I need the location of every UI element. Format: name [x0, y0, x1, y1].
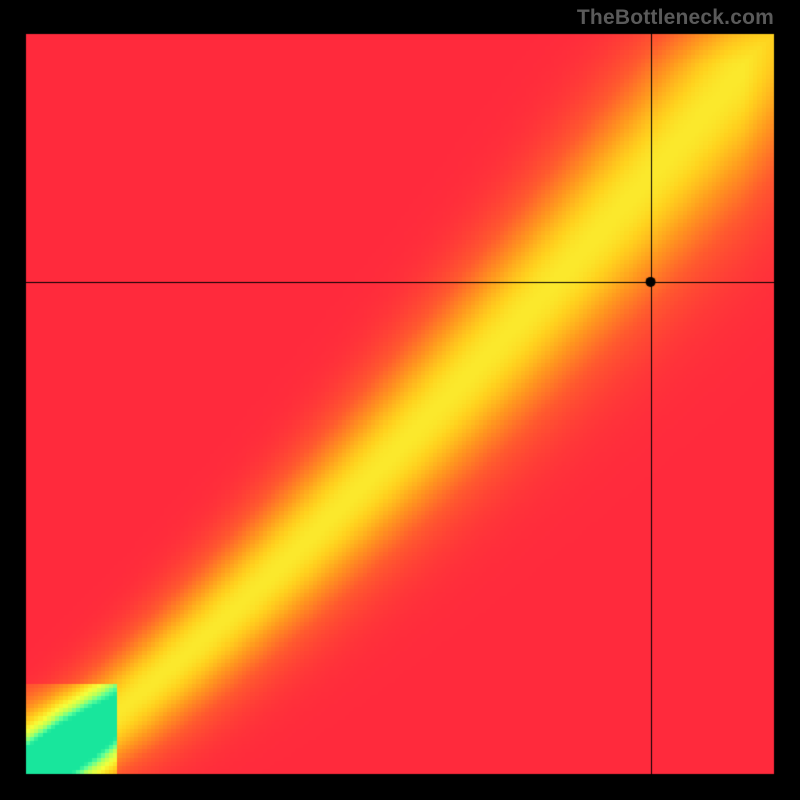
chart-container: { "watermark": { "text": "TheBottleneck.…	[0, 0, 800, 800]
watermark-text: TheBottleneck.com	[577, 6, 774, 30]
bottleneck-heatmap	[0, 0, 800, 800]
